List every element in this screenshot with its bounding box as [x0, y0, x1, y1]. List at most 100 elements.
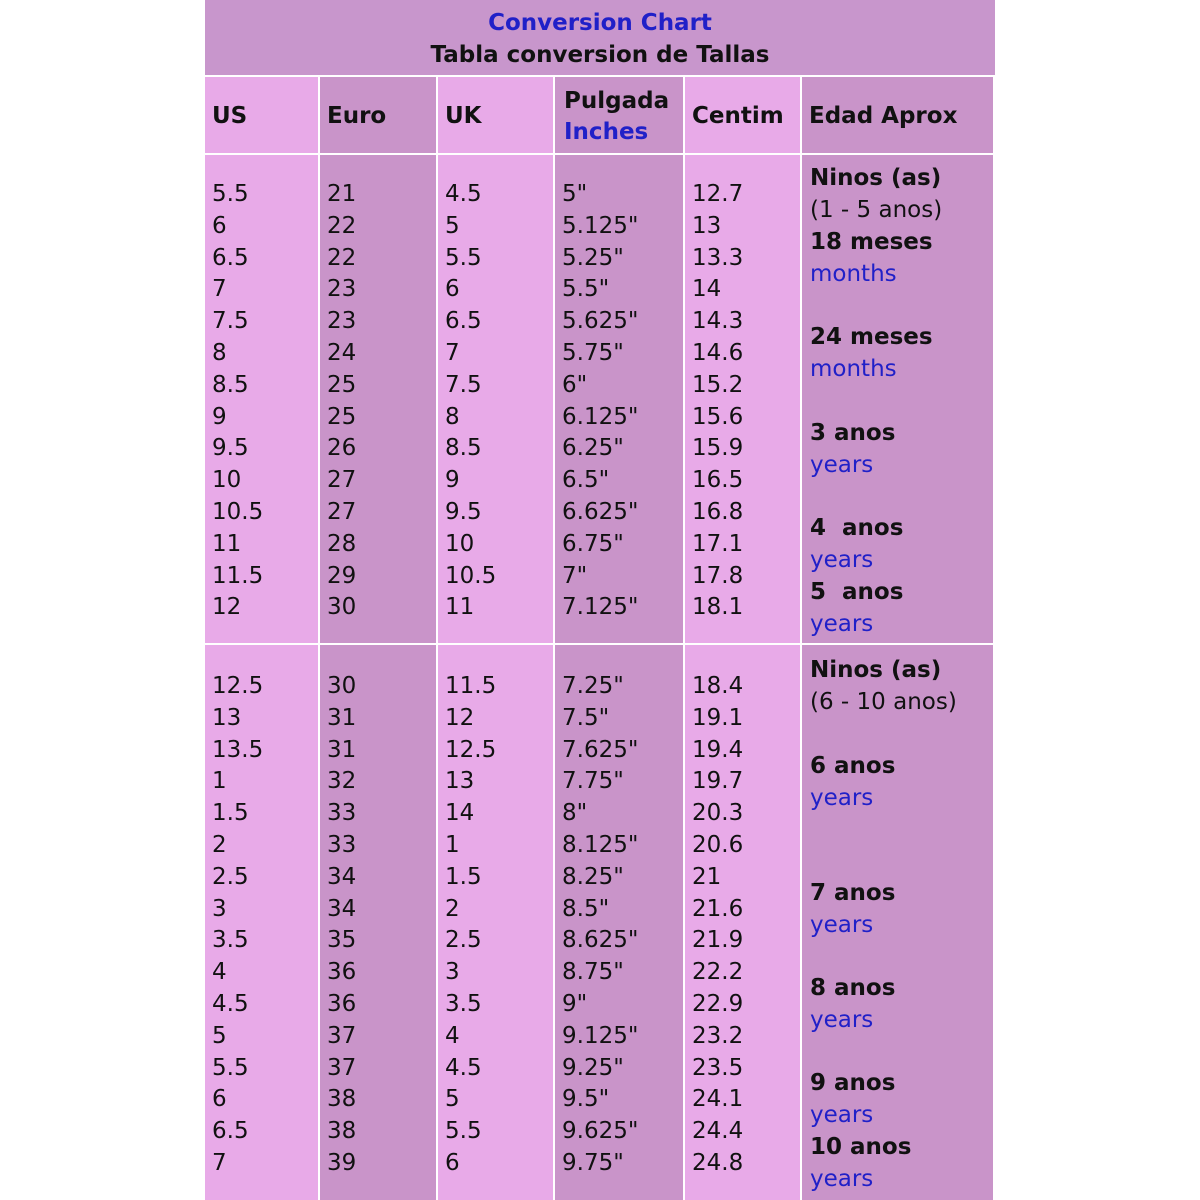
- cell-text: 22: [327, 244, 357, 271]
- cell-text: 29: [327, 562, 357, 589]
- age-title: 18 meses: [810, 229, 933, 255]
- cell-bg: [555, 645, 683, 1200]
- cell-text: 28: [327, 530, 357, 557]
- cell-text: 11.5: [212, 562, 264, 589]
- cell-text: 6.25": [562, 435, 624, 462]
- cell-text: 5.5: [445, 1118, 482, 1145]
- age-title: 9 anos: [810, 1070, 896, 1096]
- cell-text: 14: [692, 276, 722, 303]
- cell-text: 3.5: [212, 927, 249, 954]
- cell-text: 7.5: [445, 371, 482, 398]
- column-header: US: [212, 103, 248, 129]
- cell-text: 19.7: [692, 768, 744, 795]
- cell-bg: [802, 155, 993, 643]
- cell-text: 3.5: [445, 991, 482, 1017]
- cell-text: 1: [445, 832, 460, 858]
- cell-bg: [320, 645, 436, 1200]
- cell-text: 12: [212, 594, 242, 621]
- cell-bg: [685, 155, 800, 643]
- cell-text: 23.2: [692, 1022, 744, 1049]
- age-note: years: [810, 1007, 874, 1033]
- cell-text: 13: [212, 704, 242, 731]
- cell-text: 6.125": [562, 403, 639, 430]
- cell-text: 21.9: [692, 927, 744, 954]
- age-note: years: [810, 785, 874, 811]
- subtitle: Tabla conversion de Tallas: [430, 42, 770, 68]
- cell-text: 4.5: [445, 1054, 482, 1081]
- age-title: Ninos (as): [810, 657, 942, 683]
- cell-text: 2: [445, 895, 460, 922]
- cell-text: 6.5: [212, 244, 249, 271]
- cell-text: 15.6: [692, 403, 744, 430]
- age-title: 24 meses: [810, 324, 933, 350]
- cell-text: 10: [212, 467, 242, 494]
- cell-text: 13.3: [692, 244, 744, 271]
- cell-text: 9.125": [562, 1022, 639, 1049]
- cell-text: 9: [445, 467, 460, 494]
- cell-text: 19.4: [692, 736, 744, 763]
- cell-text: 33: [327, 832, 357, 858]
- cell-text: 23: [327, 276, 357, 303]
- cell-text: 7: [212, 1150, 227, 1176]
- cell-text: 8.625": [562, 927, 639, 954]
- cell-text: 6.625": [562, 499, 639, 525]
- cell-bg: [320, 155, 436, 643]
- cell-text: 7.5": [562, 704, 610, 731]
- cell-text: 24: [327, 340, 357, 366]
- age-title: 4 anos: [810, 515, 904, 541]
- cell-text: 4.5: [445, 181, 482, 207]
- cell-text: 31: [327, 736, 357, 763]
- column-header: Pulgada: [564, 88, 670, 114]
- cell-text: 10: [445, 530, 475, 557]
- cell-bg: [205, 77, 318, 153]
- cell-text: 7.5: [212, 308, 249, 335]
- age-title: Ninos (as): [810, 165, 942, 191]
- column-header: Centim: [692, 103, 784, 129]
- cell-text: 1.5: [445, 863, 482, 890]
- age-note: years: [810, 1102, 874, 1128]
- cell-bg: [438, 645, 553, 1200]
- cell-text: 6.5: [445, 308, 482, 335]
- cell-text: 6": [562, 371, 588, 398]
- column-header: Edad Aprox: [809, 103, 958, 129]
- cell-text: 32: [327, 768, 357, 795]
- cell-text: 8.5: [212, 371, 249, 398]
- cell-text: 3: [445, 959, 460, 986]
- cell-text: 14: [445, 800, 475, 827]
- cell-text: 20.3: [692, 800, 744, 827]
- cell-text: 12: [445, 704, 475, 731]
- cell-text: 35: [327, 927, 357, 954]
- age-title: 6 anos: [810, 753, 896, 779]
- cell-text: 36: [327, 959, 357, 986]
- column-header: Euro: [327, 103, 387, 129]
- cell-text: 5.5: [212, 181, 249, 207]
- cell-text: 7.25": [562, 673, 624, 699]
- cell-text: 7: [445, 340, 460, 366]
- cell-text: 39: [327, 1150, 357, 1176]
- cell-bg: [802, 645, 993, 1200]
- cell-text: 9.75": [562, 1150, 624, 1176]
- cell-text: 17.8: [692, 562, 744, 589]
- cell-text: 5.125": [562, 212, 639, 239]
- cell-text: 34: [327, 863, 357, 890]
- cell-text: 9.5: [212, 435, 249, 462]
- cell-text: 27: [327, 499, 357, 525]
- cell-text: 7: [212, 276, 227, 303]
- cell-text: 7.625": [562, 736, 639, 763]
- cell-text: 27: [327, 467, 357, 494]
- cell-text: 13: [692, 212, 722, 239]
- cell-text: 13.5: [212, 736, 264, 763]
- cell-text: 6.75": [562, 530, 624, 557]
- cell-text: 26: [327, 435, 357, 462]
- cell-text: 34: [327, 895, 357, 922]
- cell-text: 9.5": [562, 1086, 610, 1113]
- cell-text: 6.5: [212, 1118, 249, 1145]
- cell-text: 13: [445, 768, 475, 795]
- cell-text: 12.5: [212, 673, 264, 699]
- cell-text: 18.4: [692, 673, 744, 699]
- cell-text: 24.8: [692, 1150, 744, 1176]
- cell-text: 11: [445, 594, 475, 621]
- cell-text: 37: [327, 1022, 357, 1049]
- cell-text: 2.5: [445, 927, 482, 954]
